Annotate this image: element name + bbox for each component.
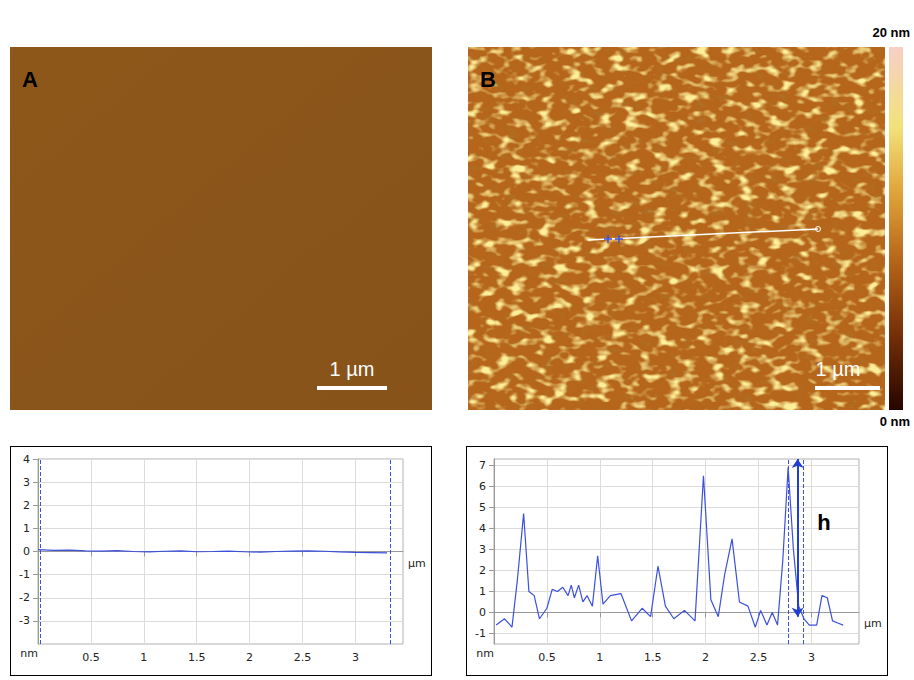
svg-text:4: 4 (479, 522, 486, 535)
svg-text:3: 3 (808, 651, 815, 664)
svg-text:µm: µm (864, 617, 882, 630)
svg-text:0: 0 (479, 606, 486, 619)
svg-text:h: h (817, 510, 830, 535)
svg-text:0.5: 0.5 (538, 651, 556, 664)
html-text:0 nm: 0 nm (879, 414, 910, 429)
svg-text:1 µm: 1 µm (330, 358, 375, 380)
svg-text:1: 1 (596, 651, 603, 664)
svg-text:nm: nm (20, 647, 38, 660)
svg-text:0: 0 (23, 545, 30, 558)
svg-text:2.5: 2.5 (750, 651, 768, 664)
svg-text:7: 7 (479, 459, 486, 472)
svg-text:1: 1 (479, 585, 486, 598)
svg-text:B: B (480, 67, 496, 92)
svg-text:2: 2 (23, 499, 30, 512)
svg-text:2: 2 (246, 651, 253, 664)
svg-text:1.5: 1.5 (188, 651, 206, 664)
svg-text:3: 3 (23, 476, 30, 489)
svg-text:-1: -1 (19, 568, 30, 581)
svg-text:4: 4 (23, 453, 30, 466)
svg-text:nm: nm (476, 647, 494, 660)
svg-text:-1: -1 (475, 627, 486, 640)
svg-text:2.5: 2.5 (294, 651, 312, 664)
svg-text:A: A (22, 67, 38, 92)
svg-text:5: 5 (479, 501, 486, 514)
svg-text:3: 3 (479, 543, 486, 556)
svg-text:3: 3 (352, 651, 359, 664)
svg-text:-2: -2 (19, 591, 30, 604)
svg-text:1: 1 (140, 651, 147, 664)
svg-text:2: 2 (479, 564, 486, 577)
svg-text:µm: µm (408, 557, 426, 570)
svg-text:-3: -3 (19, 614, 30, 627)
svg-text:6: 6 (479, 480, 486, 493)
svg-text:1 µm: 1 µm (816, 358, 861, 380)
svg-text:2: 2 (702, 651, 709, 664)
svg-text:1.5: 1.5 (644, 651, 662, 664)
html-text:20 nm: 20 nm (872, 25, 910, 40)
svg-text:0.5: 0.5 (82, 651, 100, 664)
svg-text:1: 1 (23, 522, 30, 535)
